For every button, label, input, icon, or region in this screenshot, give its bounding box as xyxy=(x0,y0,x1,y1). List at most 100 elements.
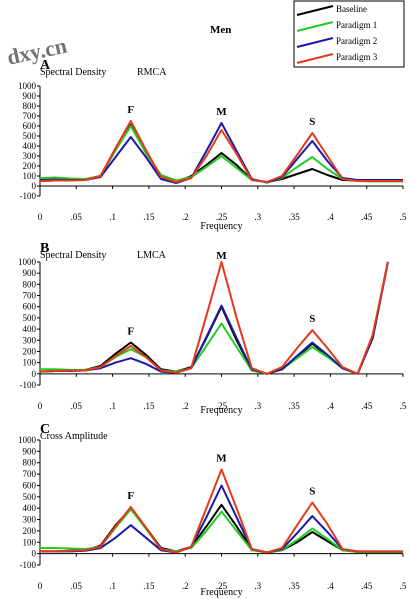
x-tick-label: .15 xyxy=(143,581,155,591)
series-line-paradigm-3 xyxy=(39,120,403,183)
figure-title: Men xyxy=(210,24,231,36)
x-tick-label: .45 xyxy=(361,212,373,222)
x-tick-label: .05 xyxy=(71,212,83,222)
y-axis-label: Spectral Density xyxy=(40,250,106,261)
series-line-baseline xyxy=(39,124,404,183)
y-tick-label: 200 xyxy=(23,346,37,356)
y-tick-label: -100 xyxy=(20,560,37,570)
watermark-text: dxy.cn xyxy=(5,33,69,70)
peak-label: F xyxy=(127,490,134,502)
x-tick-label: .05 xyxy=(71,581,83,591)
x-tick-label: .1 xyxy=(109,401,116,411)
series-line-paradigm-3 xyxy=(40,468,403,554)
y-tick-label: 700 xyxy=(23,469,37,479)
series-line-paradigm-3 xyxy=(39,261,389,375)
y-tick-label: 300 xyxy=(23,515,37,525)
x-axis-label: Frequency xyxy=(200,587,242,598)
x-tick-label: .45 xyxy=(361,581,373,591)
y-tick-label: 500 xyxy=(23,313,37,323)
y-tick-label: 1000 xyxy=(18,435,37,445)
x-tick-label: .35 xyxy=(288,401,300,411)
y-tick-label: 300 xyxy=(23,335,37,345)
legend-entry-label: Paradigm 3 xyxy=(336,52,378,62)
x-tick-label: 0 xyxy=(38,401,43,411)
y-tick-label: -100 xyxy=(20,380,37,390)
y-tick-label: 200 xyxy=(23,161,37,171)
y-tick-label: 300 xyxy=(23,151,37,161)
x-tick-label: .15 xyxy=(143,212,155,222)
x-tick-label: .5 xyxy=(400,401,407,411)
y-tick-label: 0 xyxy=(32,369,37,379)
y-tick-label: 500 xyxy=(23,131,37,141)
y-tick-label: 1000 xyxy=(18,257,37,267)
y-tick-label: 800 xyxy=(23,279,37,289)
y-tick-label: 600 xyxy=(23,480,37,490)
y-tick-label: 100 xyxy=(23,171,37,181)
x-tick-label: .2 xyxy=(182,401,189,411)
peak-label: M xyxy=(216,250,227,262)
x-axis-label: Frequency xyxy=(200,405,242,416)
panel-letter: C xyxy=(40,422,50,437)
y-axis-label: Spectral Density xyxy=(40,67,106,78)
x-tick-label: .5 xyxy=(400,581,407,591)
series-line-paradigm-1 xyxy=(40,508,403,554)
x-tick-label: .4 xyxy=(327,401,334,411)
y-tick-label: 900 xyxy=(23,268,37,278)
y-tick-label: 0 xyxy=(32,181,37,191)
legend-entry-label: Paradigm 2 xyxy=(336,36,377,46)
vessel-label: RMCA xyxy=(137,67,167,78)
y-tick-label: 800 xyxy=(23,101,37,111)
x-tick-label: .3 xyxy=(254,401,261,411)
x-tick-label: .35 xyxy=(288,581,300,591)
x-tick-label: .4 xyxy=(327,212,334,222)
y-tick-label: 900 xyxy=(23,446,37,456)
x-tick-label: .3 xyxy=(254,212,261,222)
y-tick-label: 0 xyxy=(32,549,37,559)
legend-swatch xyxy=(296,37,334,48)
x-tick-label: .1 xyxy=(109,581,116,591)
x-tick-label: .2 xyxy=(182,212,189,222)
x-tick-label: .5 xyxy=(400,212,407,222)
x-tick-label: .05 xyxy=(71,401,83,411)
peak-label: S xyxy=(309,116,315,128)
x-tick-label: .4 xyxy=(327,581,334,591)
x-tick-label: .25 xyxy=(216,212,228,222)
y-tick-label: 700 xyxy=(23,291,37,301)
legend-swatch xyxy=(296,53,334,64)
peak-label: S xyxy=(309,486,315,498)
y-tick-label: 400 xyxy=(23,141,37,151)
legend-entry-label: Baseline xyxy=(336,4,367,14)
x-tick-label: .35 xyxy=(288,212,300,222)
x-tick-label: .45 xyxy=(361,401,373,411)
x-tick-label: .1 xyxy=(109,212,116,222)
y-tick-label: -100 xyxy=(20,191,37,201)
x-tick-label: .2 xyxy=(182,581,189,591)
peak-label: F xyxy=(127,104,134,116)
y-tick-label: 500 xyxy=(23,492,37,502)
y-tick-label: 800 xyxy=(23,458,37,468)
y-tick-label: 600 xyxy=(23,302,37,312)
y-tick-label: 700 xyxy=(23,111,37,121)
peak-label: M xyxy=(216,453,227,465)
legend-entry-label: Paradigm 1 xyxy=(336,20,377,30)
series-line-paradigm-2 xyxy=(40,484,403,554)
y-tick-label: 100 xyxy=(23,358,37,368)
x-tick-label: .15 xyxy=(143,401,155,411)
legend: Baseline Paradigm 1 Paradigm 2 Paradigm 3 xyxy=(293,0,405,68)
vessel-label: LMCA xyxy=(137,250,167,261)
y-tick-label: 900 xyxy=(23,91,37,101)
x-tick-label: .25 xyxy=(216,401,228,411)
x-tick-label: 0 xyxy=(38,212,43,222)
x-axis-label: Frequency xyxy=(200,221,242,232)
y-tick-label: 400 xyxy=(23,324,37,334)
peak-label: M xyxy=(216,106,227,118)
legend-swatch xyxy=(296,5,334,16)
peak-label: S xyxy=(309,313,315,325)
y-tick-label: 200 xyxy=(23,526,37,536)
panel-letter: B xyxy=(40,241,49,256)
